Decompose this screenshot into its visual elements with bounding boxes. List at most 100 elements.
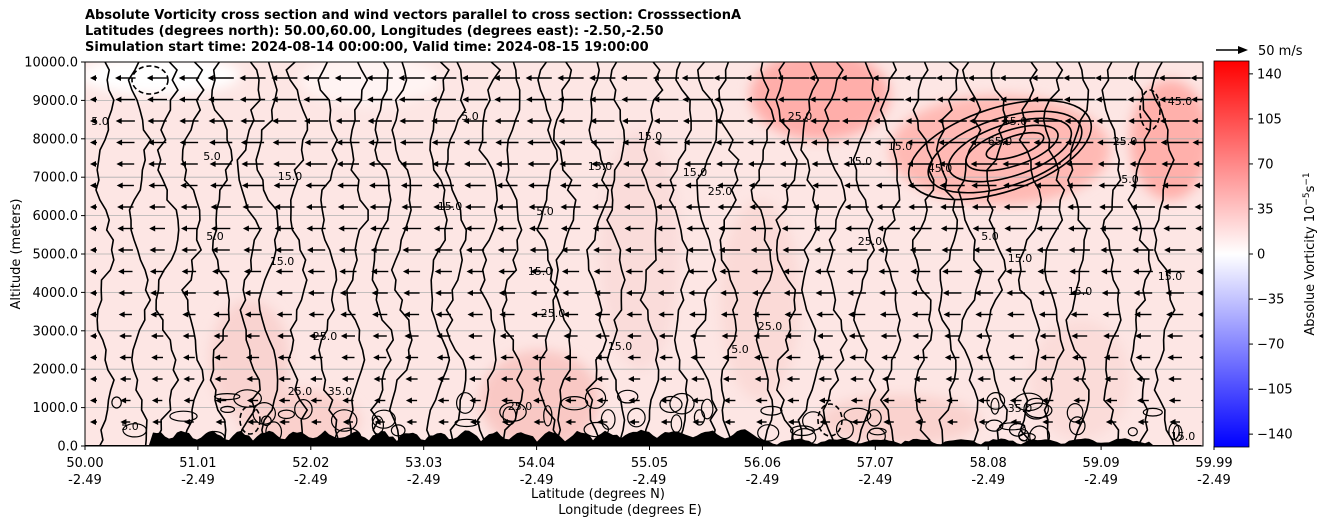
wind-vector-head xyxy=(310,397,317,404)
contour-loop xyxy=(1142,407,1163,417)
wind-vector-head xyxy=(182,290,188,296)
wind-vector-head xyxy=(659,354,666,361)
wind-vector-head xyxy=(1162,182,1169,189)
wind-vector-head xyxy=(149,225,156,232)
wind-vector-head xyxy=(120,397,127,404)
wind-vector-head xyxy=(465,204,471,210)
contour-line xyxy=(639,62,664,446)
x-tick-label-lat: 59.99 xyxy=(1195,456,1232,471)
wind-vector-head xyxy=(841,96,848,103)
wind-vector-head xyxy=(911,290,917,296)
wind-vector-head xyxy=(1010,419,1017,425)
wind-vector-head xyxy=(595,354,602,361)
wind-vector-head xyxy=(691,397,698,404)
x-tick-label-lat: 51.01 xyxy=(179,456,216,471)
colorbar-label-exponent: −5 xyxy=(1302,192,1312,205)
wind-vector-head xyxy=(883,419,890,425)
x-tick-label-lon: -2.49 xyxy=(68,473,102,488)
wind-vector-head xyxy=(1126,75,1133,81)
wind-vector-head xyxy=(210,182,217,189)
wind-vector-head xyxy=(337,204,344,210)
wind-vector-head xyxy=(435,290,442,296)
contour-label: 65.0 xyxy=(988,135,1013,148)
wind-vector-head xyxy=(306,225,313,232)
wind-vector-head xyxy=(944,354,951,361)
grid-lines xyxy=(85,62,1203,446)
wind-vector-head xyxy=(430,96,437,103)
wind-vector-head xyxy=(434,247,441,253)
wind-vector-head xyxy=(590,118,597,124)
wind-vector-head xyxy=(817,333,823,339)
contour-label: 35.0 xyxy=(328,385,353,398)
wind-vector-head xyxy=(721,333,728,339)
wind-vector-head xyxy=(749,204,756,210)
wind-vector-head xyxy=(652,75,659,81)
contour-loop xyxy=(294,398,313,420)
x-tick-label-lon: -2.49 xyxy=(294,473,328,488)
wind-vector-head xyxy=(936,96,943,103)
wind-vector-head xyxy=(367,96,374,103)
wind-vector-head xyxy=(494,118,501,124)
colorbar-label-unit: s xyxy=(1303,185,1318,192)
wind-vector-head xyxy=(403,290,410,296)
wind-vector-head xyxy=(915,419,922,425)
wind-vector-head xyxy=(1003,204,1010,210)
vorticity-blob xyxy=(750,62,890,140)
contour-label: 15.0 xyxy=(888,140,913,153)
contour-line xyxy=(822,62,848,446)
wind-vector-head xyxy=(181,268,188,275)
wind-vector-head xyxy=(1161,161,1168,167)
wind-vector-head xyxy=(178,75,185,81)
wind-vector-head xyxy=(90,225,96,232)
terrain xyxy=(85,429,1203,446)
wind-vector-head xyxy=(533,419,540,425)
wind-vector-head xyxy=(339,290,346,296)
wind-vector-head xyxy=(1038,311,1045,318)
wind-vector-head xyxy=(436,354,443,361)
wind-vector-head xyxy=(116,182,123,189)
contour-loop xyxy=(220,405,236,413)
wind-vector-head xyxy=(875,182,882,189)
wind-vector-head xyxy=(1163,225,1170,232)
wind-vector-head xyxy=(468,354,475,361)
wind-vector-head xyxy=(875,161,882,167)
x-tick-label-lon: -2.49 xyxy=(971,473,1005,488)
wind-vector-head xyxy=(149,247,156,253)
wind-vector-head xyxy=(303,96,310,103)
wind-vector-head xyxy=(623,182,630,189)
wind-vector-head xyxy=(151,376,158,382)
wind-vector-head xyxy=(942,268,949,275)
wind-vector-head xyxy=(627,354,634,361)
wind-vector-head xyxy=(596,397,603,404)
contour-loop xyxy=(252,402,277,425)
contour-label: 15.0 xyxy=(1158,270,1183,283)
wind-vector-head xyxy=(565,419,572,425)
wind-vector-head xyxy=(976,333,982,339)
wind-vector-head xyxy=(756,419,763,425)
wind-vector-head xyxy=(1040,354,1047,361)
wind-vector-head xyxy=(810,118,817,124)
wind-vector-head xyxy=(526,118,533,124)
wind-vector-head xyxy=(814,268,821,275)
wind-vector-head xyxy=(438,419,445,425)
wind-vector-head xyxy=(370,247,377,253)
contour-loop xyxy=(1029,425,1051,446)
wind-vector-head xyxy=(274,204,281,210)
wind-vector-head xyxy=(432,182,439,189)
wind-vector-head xyxy=(1132,268,1139,275)
contour-line xyxy=(552,62,577,446)
wind-vector-head xyxy=(560,204,567,210)
wind-vector-head xyxy=(340,311,347,318)
wind-vector-head xyxy=(90,118,96,124)
wind-vector-head xyxy=(879,311,886,318)
wind-vector-head xyxy=(307,268,314,275)
wind-vector-head xyxy=(212,290,219,296)
wind-vector-head xyxy=(812,204,819,210)
wind-vector-head xyxy=(624,204,630,210)
wind-vector-head xyxy=(1190,75,1197,81)
wind-vector-head xyxy=(530,268,537,275)
wind-vector-head xyxy=(942,290,949,296)
wind-vector-head xyxy=(1099,204,1106,210)
wind-vector-head xyxy=(1103,354,1110,361)
wind-vector-head xyxy=(246,397,253,404)
